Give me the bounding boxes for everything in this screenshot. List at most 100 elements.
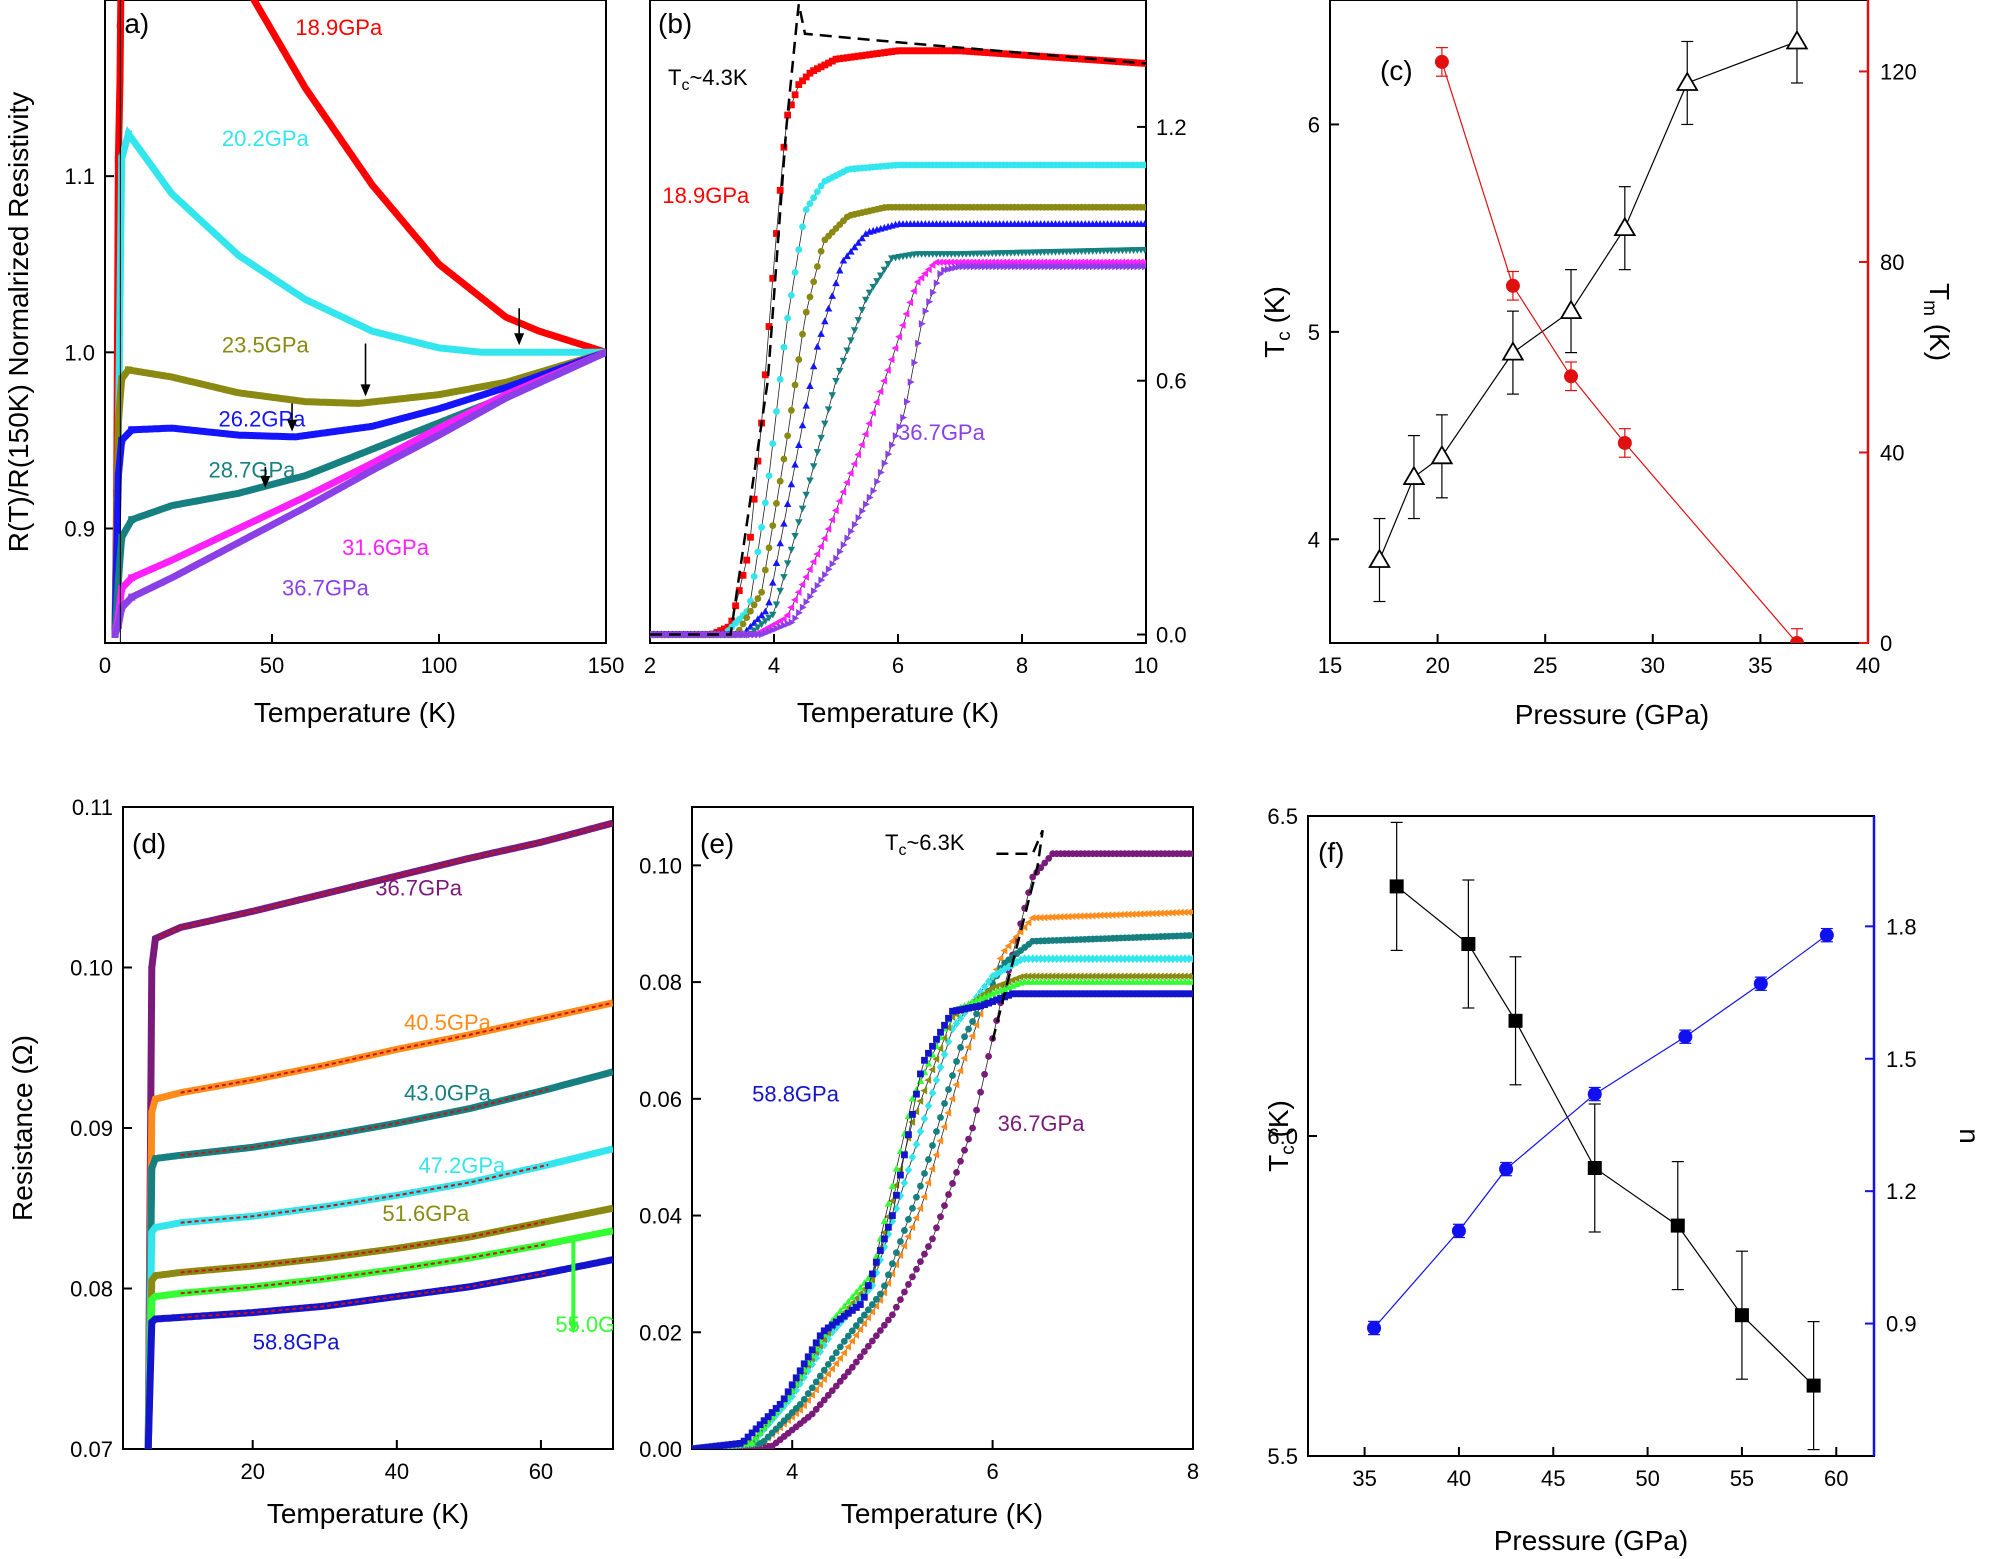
data-point xyxy=(1142,262,1146,271)
data-point xyxy=(1129,990,1137,998)
panel-c-frame xyxy=(1329,0,1869,644)
data-point xyxy=(1023,262,1030,271)
data-point xyxy=(799,603,807,612)
y-tick-label: 0.10 xyxy=(639,853,682,878)
data-point xyxy=(765,472,773,480)
y2-tick-label: 1.5 xyxy=(1886,1047,1917,1072)
data-point xyxy=(868,1301,876,1308)
data-point xyxy=(860,1293,868,1301)
data-point xyxy=(1081,990,1089,998)
data-point xyxy=(1022,51,1030,59)
data-point xyxy=(913,1193,920,1201)
data-point xyxy=(1092,972,1100,980)
data-point xyxy=(828,1327,837,1337)
x-tick-label: 4 xyxy=(768,653,780,678)
data-point xyxy=(1144,972,1152,980)
panel-a-ylabel: R(T)/R(150K) Normalrized Resistivity xyxy=(3,92,34,553)
data-point xyxy=(846,469,854,477)
data-point xyxy=(754,548,762,556)
data-point xyxy=(945,1191,952,1198)
data-point xyxy=(766,627,774,636)
panel-a-axes: 0 50 100 150 0.9 1.0 1.1 xyxy=(64,164,624,678)
data-point-Tc xyxy=(1368,548,1391,568)
data-point xyxy=(852,1288,861,1296)
y-tick-label: 1.1 xyxy=(64,164,95,189)
data-point-Tc xyxy=(1675,71,1699,91)
data-point xyxy=(1152,972,1160,980)
data-point xyxy=(736,1439,744,1447)
data-point xyxy=(901,1151,908,1159)
data-point xyxy=(1141,220,1146,227)
data-point xyxy=(932,1151,940,1159)
data-point xyxy=(1112,911,1120,919)
data-point xyxy=(1036,913,1044,922)
data-point xyxy=(776,539,784,547)
data-point xyxy=(865,289,874,297)
data-point xyxy=(118,533,126,541)
data-point xyxy=(1156,909,1164,917)
data-point xyxy=(844,534,852,542)
series-line-36.7GPa xyxy=(144,819,613,1449)
data-point xyxy=(1127,262,1134,271)
data-point xyxy=(929,1142,936,1149)
x-tick-label: 55 xyxy=(1730,1466,1754,1491)
data-point xyxy=(780,574,788,581)
data-point xyxy=(821,420,829,428)
data-point xyxy=(892,47,899,55)
data-point xyxy=(817,63,825,71)
data-point xyxy=(856,1353,864,1361)
data-point xyxy=(836,1343,844,1351)
data-point xyxy=(884,261,892,268)
data-point xyxy=(949,1072,956,1079)
series-line-40.5GPa xyxy=(144,999,613,1449)
data-point xyxy=(905,1215,912,1223)
data-point xyxy=(750,619,758,626)
data-point xyxy=(896,423,904,431)
data-point xyxy=(757,621,766,629)
data-point xyxy=(843,347,851,355)
data-point xyxy=(1084,912,1092,920)
data-point xyxy=(1189,932,1193,939)
data-point xyxy=(1177,954,1185,964)
data-point xyxy=(922,307,930,315)
panel-b-plot: 18.9GPa 36.7GPa xyxy=(650,3,1146,639)
data-point xyxy=(988,49,996,57)
data-point xyxy=(869,50,877,58)
data-point xyxy=(1097,990,1105,998)
data-point xyxy=(903,397,911,406)
data-point xyxy=(814,188,821,196)
data-point xyxy=(917,1258,924,1266)
y-tick-label: 5 xyxy=(1308,320,1320,345)
data-point xyxy=(1100,972,1108,980)
data-point xyxy=(832,1349,840,1357)
x-tick-label: 60 xyxy=(1824,1466,1848,1491)
data-point xyxy=(743,556,751,564)
panel-b-xlabel: Temperature (K) xyxy=(797,697,999,728)
data-point xyxy=(848,1337,856,1345)
data-point xyxy=(1028,972,1036,980)
data-point-n xyxy=(1678,1029,1693,1044)
data-point xyxy=(981,1001,988,1009)
data-point xyxy=(872,1268,881,1278)
x-tick-label: 50 xyxy=(1635,1466,1659,1491)
data-point xyxy=(784,620,792,628)
data-point xyxy=(724,623,732,631)
data-point xyxy=(772,1405,780,1412)
data-point xyxy=(728,1440,736,1448)
data-point xyxy=(758,523,765,531)
data-point xyxy=(809,463,818,471)
data-point xyxy=(928,1065,936,1074)
data-point xyxy=(1026,52,1033,59)
data-point xyxy=(761,499,769,507)
data-point xyxy=(814,65,821,73)
x-tick-label: 15 xyxy=(1318,653,1342,678)
data-point xyxy=(1052,262,1060,271)
data-point xyxy=(876,1290,884,1298)
data-point-Tc xyxy=(1734,1308,1749,1323)
data-point xyxy=(1169,990,1177,998)
data-point xyxy=(852,1294,860,1303)
data-point xyxy=(876,272,885,280)
data-point xyxy=(953,1058,960,1065)
